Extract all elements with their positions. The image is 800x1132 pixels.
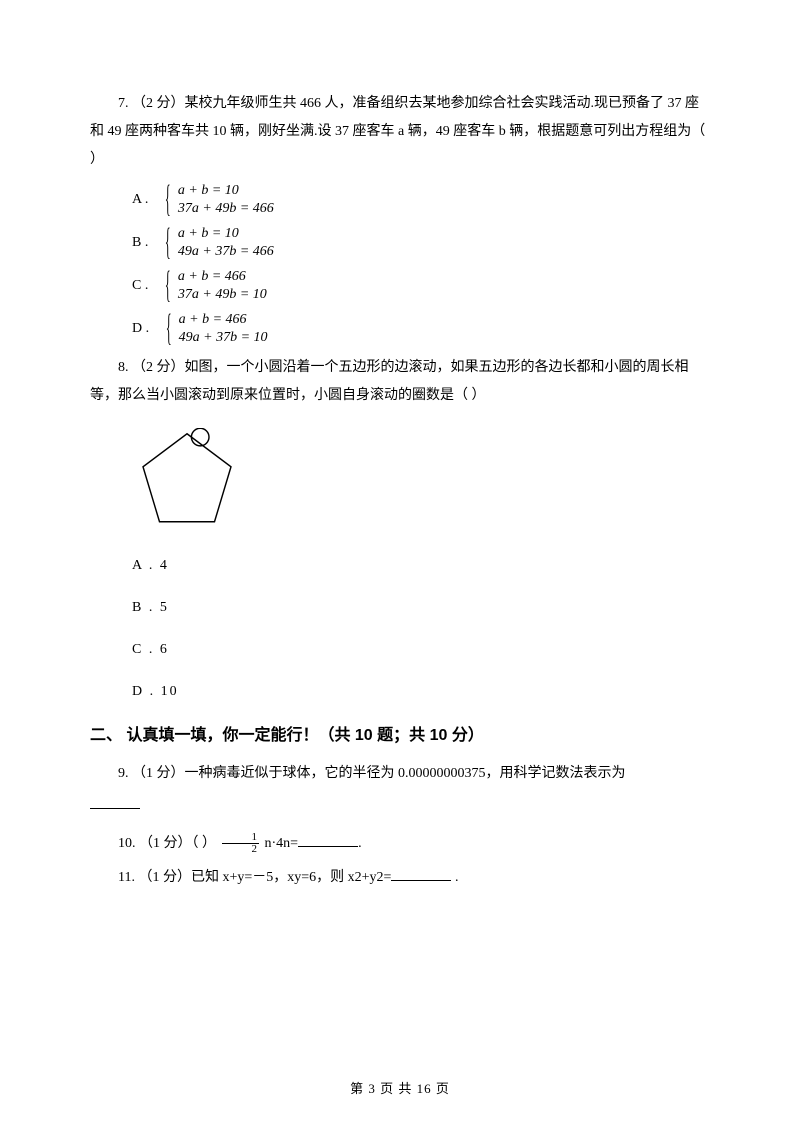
- q7-a-equations: a + b = 10 37a + 49b = 466: [178, 182, 274, 217]
- q8-option-d[interactable]: D . 10: [132, 678, 710, 706]
- pentagon-figure: [132, 428, 710, 538]
- q7-d-equations: a + b = 466 49a + 37b = 10: [179, 311, 268, 346]
- brace-icon: {: [165, 190, 171, 209]
- q10-blank[interactable]: [298, 833, 358, 847]
- q7-a-label: A .: [132, 186, 148, 214]
- q8-option-c[interactable]: C . 6: [132, 636, 710, 664]
- q7-b-label: B .: [132, 229, 148, 257]
- q7-text: 7. （2 分）某校九年级师生共 466 人，准备组织去某地参加综合社会实践活动…: [90, 90, 710, 174]
- q7-option-c[interactable]: C . { a + b = 466 37a + 49b = 10: [132, 268, 710, 303]
- q9-text: 9. （1 分）一种病毒近似于球体，它的半径为 0.00000000375，用科…: [90, 760, 710, 788]
- q7-option-d[interactable]: D . { a + b = 466 49a + 37b = 10: [132, 311, 710, 346]
- q7-c-label: C .: [132, 272, 148, 300]
- brace-icon: {: [165, 233, 171, 252]
- q7-c-equations: a + b = 466 37a + 49b = 10: [178, 268, 267, 303]
- section-2-title: 二、 认真填一填，你一定能行！（共 10 题；共 10 分）: [90, 720, 710, 752]
- q8-text: 8. （2 分）如图，一个小圆沿着一个五边形的边滚动，如果五边形的各边长都和小圆…: [90, 354, 710, 410]
- fraction-half: 1 2: [222, 832, 260, 855]
- brace-icon: {: [165, 276, 171, 295]
- q7-option-a[interactable]: A . { a + b = 10 37a + 49b = 466: [132, 182, 710, 217]
- q9-blank[interactable]: [90, 795, 140, 809]
- q11-text: 11. （1 分）已知 x+y=－5，xy=6，则 x2+y2= .: [90, 864, 710, 892]
- q7-option-b[interactable]: B . { a + b = 10 49a + 37b = 466: [132, 225, 710, 260]
- q8-option-b[interactable]: B . 5: [132, 594, 710, 622]
- page-footer: 第 3 页 共 16 页: [0, 1076, 800, 1102]
- q7-b-equations: a + b = 10 49a + 37b = 466: [178, 225, 274, 260]
- pentagon-icon: [143, 434, 231, 522]
- brace-icon: {: [166, 319, 172, 338]
- q7-d-label: D .: [132, 315, 149, 343]
- q10-text: 10. （1 分）（ ） 1 2 n·4n=.: [90, 830, 710, 858]
- q11-blank[interactable]: [391, 867, 451, 881]
- q9-blank-row: [90, 792, 710, 820]
- q8-option-a[interactable]: A . 4: [132, 552, 710, 580]
